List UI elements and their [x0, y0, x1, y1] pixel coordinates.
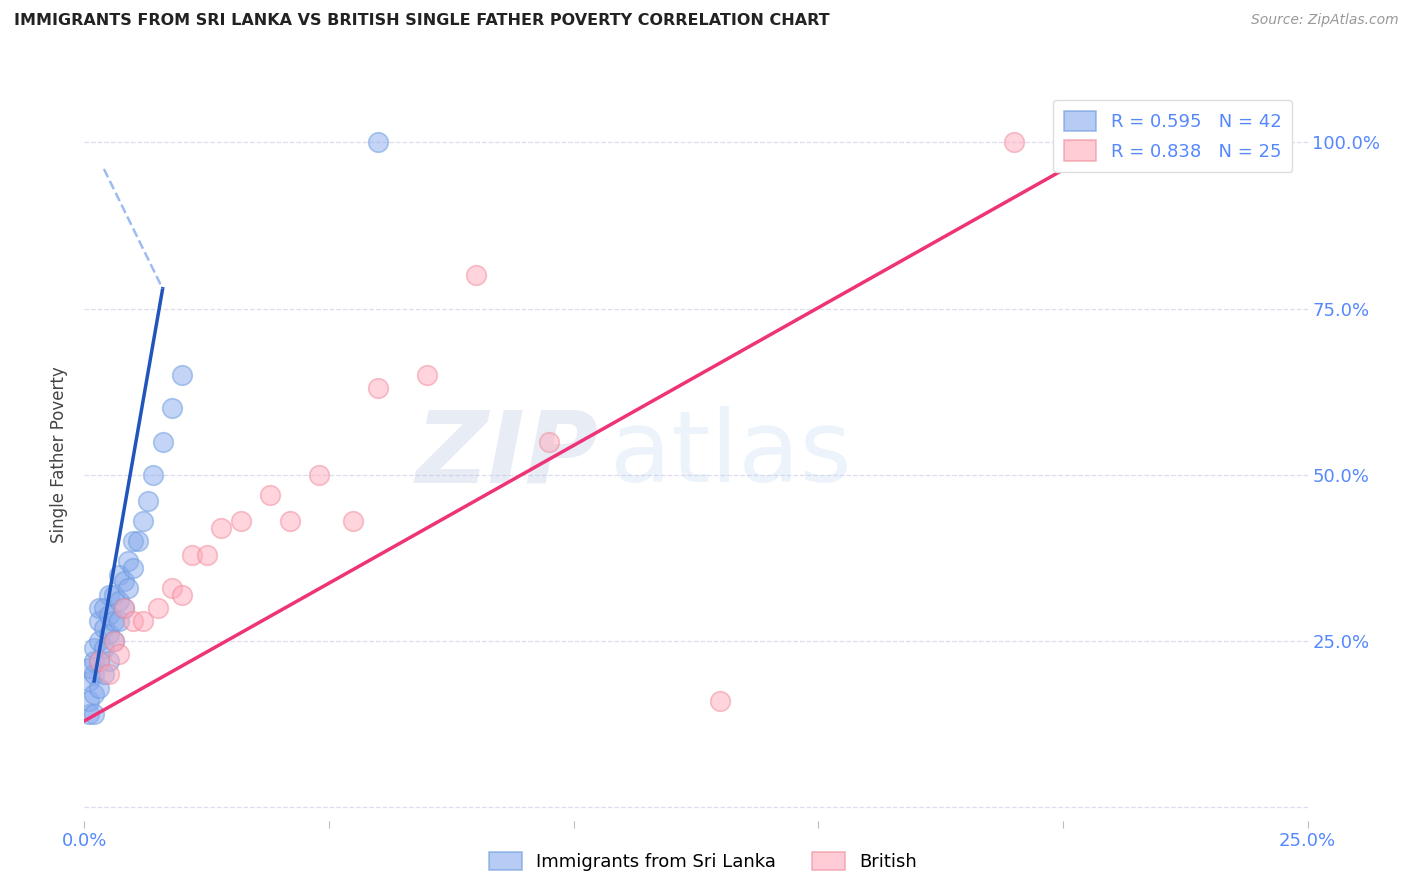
Point: [93, 621, 115, 635]
Point: [152, 434, 174, 449]
Point: [77, 707, 100, 722]
Text: Source: ZipAtlas.com: Source: ZipAtlas.com: [1251, 13, 1399, 28]
Point: [93, 640, 115, 655]
Point: [127, 534, 149, 549]
Point: [367, 136, 389, 150]
Point: [107, 594, 129, 608]
Point: [172, 368, 194, 383]
Point: [97, 654, 120, 668]
Point: [132, 614, 155, 628]
Point: [308, 467, 330, 482]
Point: [103, 634, 125, 648]
Point: [103, 588, 125, 602]
Point: [142, 467, 165, 482]
Point: [103, 614, 125, 628]
Point: [93, 667, 115, 681]
Point: [367, 381, 389, 395]
Point: [132, 515, 155, 529]
Point: [146, 600, 169, 615]
Point: [87, 634, 110, 648]
Point: [87, 600, 110, 615]
Point: [162, 401, 184, 416]
Point: [209, 521, 232, 535]
Text: atlas: atlas: [610, 407, 852, 503]
Point: [1002, 136, 1025, 150]
Point: [342, 515, 364, 529]
Text: IMMIGRANTS FROM SRI LANKA VS BRITISH SINGLE FATHER POVERTY CORRELATION CHART: IMMIGRANTS FROM SRI LANKA VS BRITISH SIN…: [14, 13, 830, 29]
Point: [97, 667, 120, 681]
Point: [93, 600, 115, 615]
Point: [112, 600, 135, 615]
Point: [122, 534, 145, 549]
Point: [538, 434, 561, 449]
Legend: R = 0.595   N = 42, R = 0.838   N = 25: R = 0.595 N = 42, R = 0.838 N = 25: [1053, 100, 1292, 172]
Point: [112, 574, 135, 589]
Point: [464, 268, 486, 283]
Point: [229, 515, 252, 529]
Legend: Immigrants from Sri Lanka, British: Immigrants from Sri Lanka, British: [482, 845, 924, 879]
Point: [122, 561, 145, 575]
Text: ZIP: ZIP: [415, 407, 598, 503]
Point: [1101, 136, 1123, 150]
Point: [112, 600, 135, 615]
Point: [87, 614, 110, 628]
Y-axis label: Single Father Poverty: Single Father Poverty: [51, 367, 69, 543]
Point: [162, 581, 184, 595]
Point: [136, 494, 159, 508]
Point: [416, 368, 439, 383]
Point: [195, 548, 218, 562]
Point: [83, 654, 105, 668]
Point: [103, 634, 125, 648]
Point: [97, 588, 120, 602]
Point: [122, 614, 145, 628]
Point: [97, 627, 120, 641]
Point: [87, 681, 110, 695]
Point: [77, 694, 100, 708]
Point: [83, 707, 105, 722]
Point: [77, 661, 100, 675]
Point: [77, 673, 100, 688]
Point: [117, 554, 139, 568]
Point: [278, 515, 301, 529]
Point: [83, 667, 105, 681]
Point: [87, 654, 110, 668]
Point: [107, 648, 129, 662]
Point: [172, 588, 194, 602]
Point: [181, 548, 204, 562]
Point: [83, 687, 105, 701]
Point: [107, 614, 129, 628]
Point: [83, 640, 105, 655]
Point: [107, 567, 129, 582]
Point: [259, 488, 281, 502]
Point: [117, 581, 139, 595]
Point: [97, 607, 120, 622]
Point: [709, 694, 731, 708]
Point: [87, 654, 110, 668]
